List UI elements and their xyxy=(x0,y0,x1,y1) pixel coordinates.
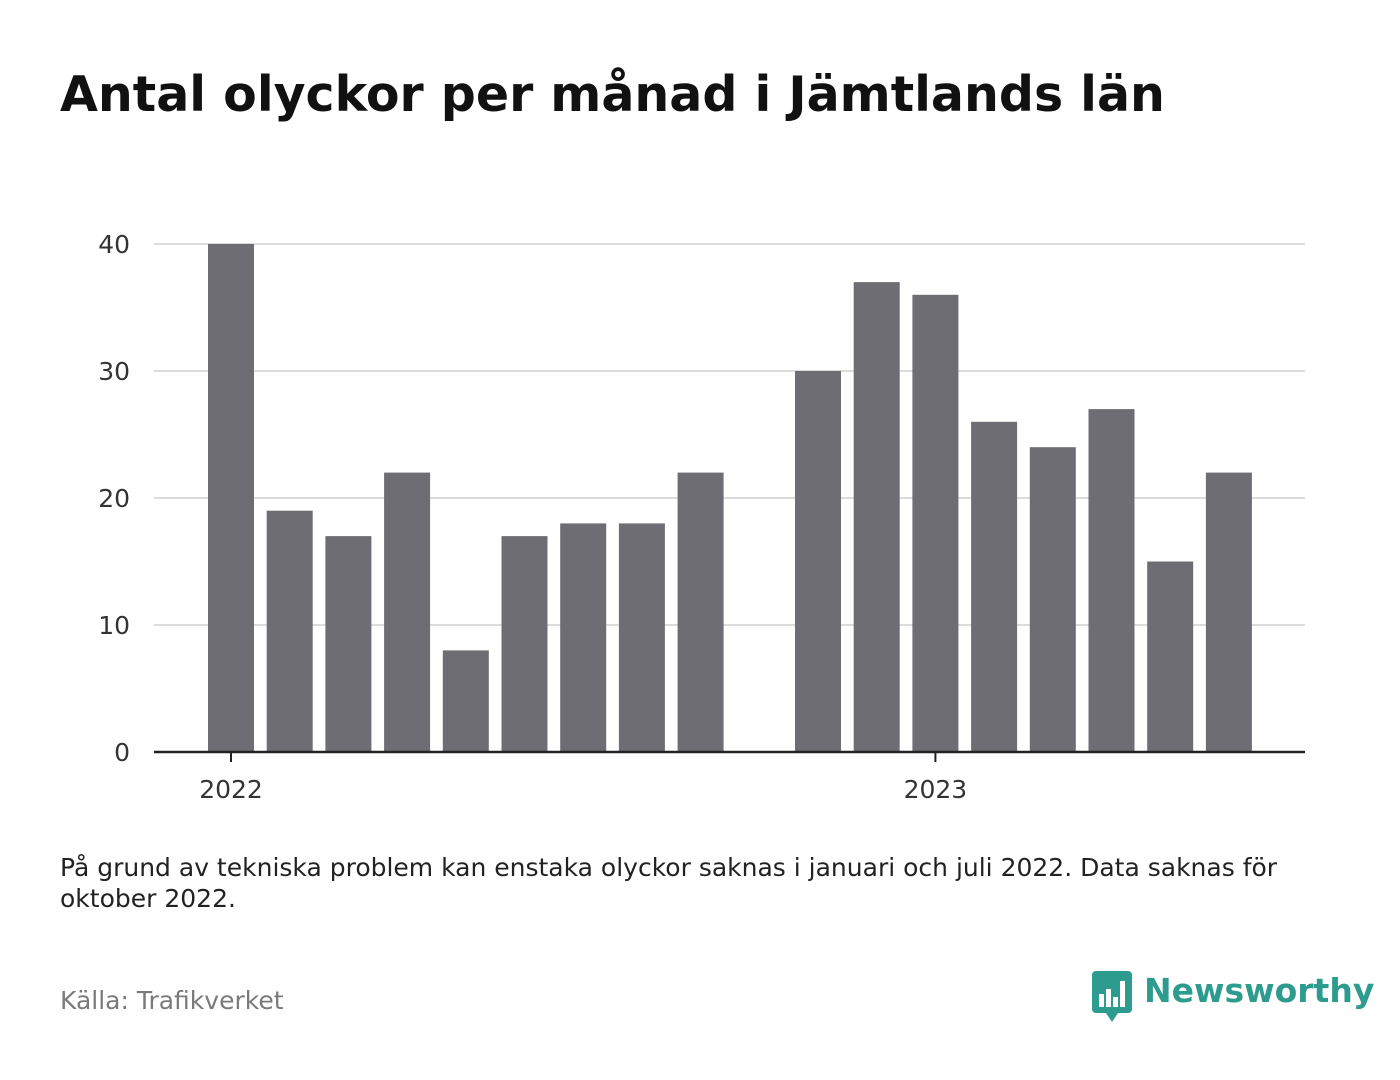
brand-name: Newsworthy xyxy=(1144,971,1375,1010)
bar-2022-11 xyxy=(795,371,841,752)
bar-2023-04 xyxy=(1088,409,1135,752)
bar-chart-bubble-icon xyxy=(1092,971,1132,1022)
source-credit: Källa: Trafikverket xyxy=(60,986,284,1015)
bars xyxy=(208,244,1252,752)
newsworthy-logo: Newsworthy xyxy=(1092,971,1374,1023)
y-axis-ticks: 0 10 20 30 40 xyxy=(98,230,130,767)
bar-2022-01 xyxy=(208,244,254,752)
bar-2022-09 xyxy=(677,472,724,752)
bar-2022-04 xyxy=(384,472,431,752)
bar-2023-06 xyxy=(1205,472,1252,752)
chart-note: På grund av tekniska problem kan enstaka… xyxy=(60,853,1278,913)
bar-chart: 0 10 20 30 40 2022 2023 xyxy=(98,230,1305,804)
bar-2023-02 xyxy=(971,421,1018,752)
y-tick-label: 30 xyxy=(98,357,130,386)
x-tick-label: 2022 xyxy=(199,775,263,804)
chart-title: Antal olyckor per månad i Jämtlands län xyxy=(60,66,1165,123)
bar-2022-12 xyxy=(853,282,900,752)
bar-2022-08 xyxy=(618,523,665,752)
y-tick-label: 20 xyxy=(98,484,130,513)
bar-2023-01 xyxy=(912,294,959,752)
y-tick-label: 40 xyxy=(98,230,130,259)
bar-2022-02 xyxy=(266,510,313,752)
y-tick-label: 10 xyxy=(98,611,130,640)
bar-2022-06 xyxy=(501,536,548,752)
bar-2022-05 xyxy=(442,650,489,752)
bar-2022-03 xyxy=(325,536,372,752)
bar-2023-03 xyxy=(1029,447,1076,752)
x-tick-label: 2023 xyxy=(904,775,968,804)
x-axis: 2022 2023 xyxy=(154,750,1305,804)
y-tick-label: 0 xyxy=(114,738,130,767)
bar-2022-07 xyxy=(560,523,607,752)
bar-2023-05 xyxy=(1147,561,1194,752)
